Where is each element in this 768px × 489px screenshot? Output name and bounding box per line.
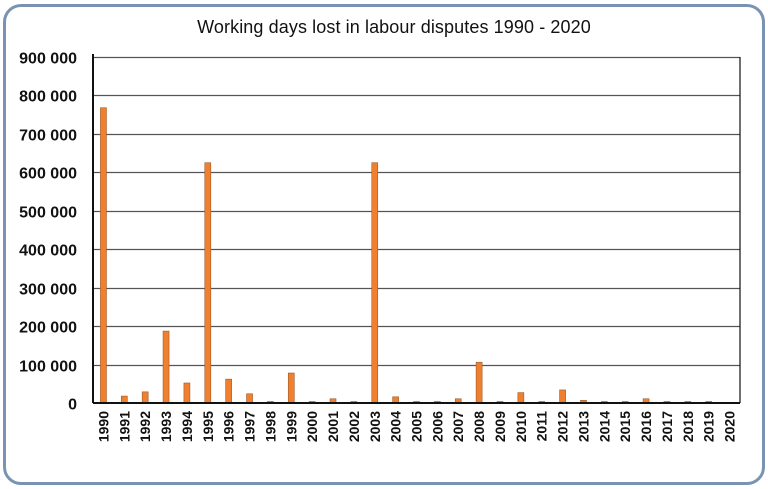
bar-1993 — [162, 330, 170, 404]
x-tick-label: 2013 — [575, 411, 591, 442]
x-tick-label: 1990 — [95, 411, 111, 442]
y-tick-label: 500 000 — [19, 205, 77, 222]
y-tick-label: 100 000 — [19, 359, 77, 376]
bar-1991 — [121, 395, 128, 404]
x-tick-label: 2017 — [659, 411, 675, 442]
y-tick-label: 700 000 — [19, 128, 77, 145]
x-tick-label: 1994 — [179, 411, 195, 442]
y-tick-label: 200 000 — [19, 320, 77, 337]
x-tick-label: 2006 — [429, 411, 445, 442]
x-tick-label: 1993 — [158, 411, 174, 442]
bar-1990 — [100, 107, 107, 404]
x-tick-label: 2010 — [513, 411, 529, 442]
x-tick-label: 1998 — [262, 411, 278, 442]
x-tick-label: 2003 — [367, 411, 383, 442]
x-tick-label: 1996 — [221, 411, 237, 442]
y-tick-label: 0 — [68, 397, 77, 414]
bar-2010 — [517, 392, 525, 404]
x-tick-label: 2020 — [722, 411, 738, 442]
x-tick-label: 2007 — [450, 411, 466, 442]
bar-1996 — [225, 378, 232, 404]
x-tick-label: 1992 — [137, 411, 153, 442]
bar-2008 — [475, 361, 483, 404]
bar-2003 — [371, 162, 379, 404]
x-tick-label: 1997 — [242, 411, 258, 442]
bar-1999 — [287, 372, 295, 404]
bar-1995 — [204, 162, 212, 404]
bar-1992 — [141, 391, 149, 404]
x-tick-label: 2012 — [555, 411, 571, 442]
x-tick-label: 1999 — [283, 411, 299, 442]
x-tick-label: 1991 — [116, 411, 132, 442]
x-tick-label: 2001 — [325, 411, 341, 442]
x-tick-label: 2002 — [346, 411, 362, 442]
y-tick-label: 600 000 — [19, 166, 77, 183]
x-tick-label: 2019 — [701, 411, 717, 442]
x-tick-label: 2005 — [409, 411, 425, 442]
y-tick-label: 400 000 — [19, 243, 77, 260]
chart-title: Working days lost in labour disputes 199… — [197, 17, 591, 37]
x-tick-label: 2018 — [680, 411, 696, 442]
y-tick-label: 300 000 — [19, 282, 77, 299]
bar-1994 — [183, 382, 191, 404]
x-tick-label: 1995 — [200, 411, 216, 442]
x-tick-label: 2016 — [638, 411, 654, 442]
x-tick-label: 2014 — [596, 411, 612, 442]
x-tick-label: 2004 — [388, 411, 404, 442]
y-tick-label: 800 000 — [19, 89, 77, 106]
x-tick-label: 2008 — [471, 411, 487, 442]
x-tick-label: 2015 — [617, 411, 633, 442]
bar-2012 — [559, 389, 566, 404]
x-tick-label: 2009 — [492, 411, 508, 442]
chart-frame — [3, 4, 765, 485]
bar-1997 — [246, 393, 253, 404]
y-tick-label: 900 000 — [19, 51, 77, 68]
x-tick-label: 2000 — [304, 411, 320, 442]
x-tick-label: 2011 — [534, 411, 550, 442]
